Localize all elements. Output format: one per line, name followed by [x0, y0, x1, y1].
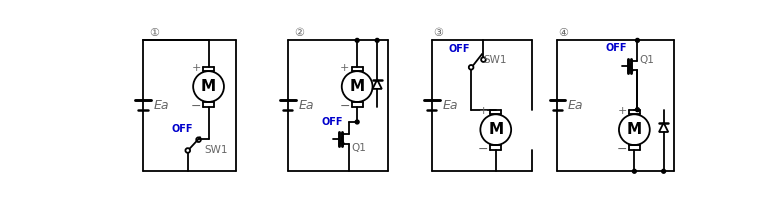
Text: −: −	[191, 100, 201, 113]
Text: M: M	[488, 122, 503, 137]
Text: M: M	[201, 79, 216, 94]
Text: OFF: OFF	[448, 44, 470, 54]
Circle shape	[662, 169, 666, 173]
Text: ①: ①	[150, 28, 160, 38]
Text: +: +	[617, 106, 627, 116]
Text: +: +	[340, 63, 350, 73]
Text: −: −	[478, 143, 489, 156]
Text: +: +	[192, 63, 201, 73]
Text: SW1: SW1	[483, 55, 507, 65]
Text: M: M	[627, 122, 642, 137]
Text: Q1: Q1	[351, 143, 366, 153]
Text: M: M	[350, 79, 365, 94]
Circle shape	[632, 169, 636, 173]
Text: −: −	[340, 100, 350, 113]
Text: Q1: Q1	[640, 55, 654, 65]
Text: ④: ④	[559, 28, 568, 38]
Text: +: +	[479, 106, 488, 116]
Text: −: −	[617, 143, 627, 156]
Circle shape	[635, 38, 639, 42]
Circle shape	[375, 38, 379, 42]
Text: Ea: Ea	[568, 99, 584, 111]
Text: OFF: OFF	[605, 43, 627, 53]
Text: OFF: OFF	[172, 124, 193, 134]
Text: Ea: Ea	[154, 99, 169, 111]
Text: ②: ②	[294, 28, 305, 38]
Circle shape	[355, 120, 359, 124]
Text: ③: ③	[433, 28, 443, 38]
Text: Ea: Ea	[299, 99, 314, 111]
Text: Ea: Ea	[442, 99, 458, 111]
Circle shape	[635, 108, 639, 111]
Text: SW1: SW1	[204, 145, 227, 155]
Text: OFF: OFF	[321, 117, 343, 127]
Circle shape	[355, 38, 359, 42]
